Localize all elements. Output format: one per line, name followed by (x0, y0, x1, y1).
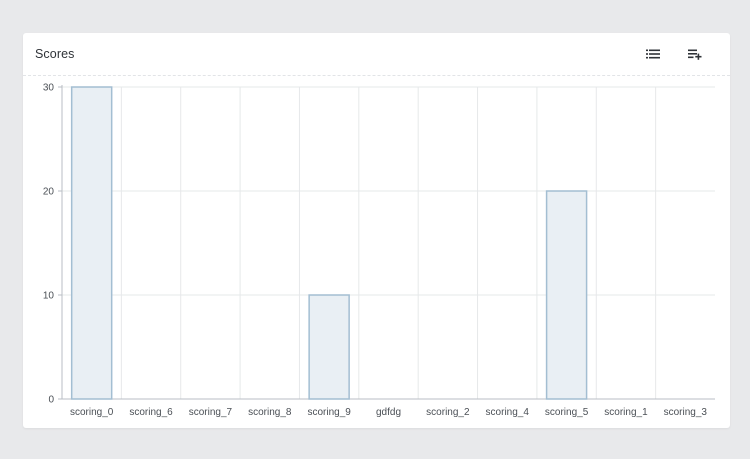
list-icon (646, 49, 660, 59)
bar-scoring_0 (70, 86, 113, 400)
x-tick-label: scoring_5 (545, 407, 589, 418)
x-tick-label: scoring_9 (307, 407, 351, 418)
scores-card: Scores 0 10 20 30 scoring_0 scoring_6 scoring_… (23, 33, 730, 428)
x-tick-label: scoring_6 (129, 407, 173, 418)
bar-scoring_5 (545, 190, 588, 400)
add-to-list-button[interactable] (684, 45, 706, 63)
list-view-button[interactable] (642, 45, 664, 63)
x-tick-label: scoring_3 (664, 407, 708, 418)
y-tick-label: 20 (43, 187, 55, 198)
x-tick-label: scoring_8 (248, 407, 292, 418)
y-tick-label: 10 (43, 291, 55, 302)
y-tick-label: 0 (48, 395, 54, 406)
card-title: Scores (35, 47, 75, 61)
scores-bar-chart: 0 10 20 30 scoring_0 scoring_6 scoring_7 scorin… (43, 83, 715, 418)
bar-scoring_9 (308, 294, 350, 400)
x-tick-label: scoring_0 (70, 407, 114, 418)
x-tick-label: scoring_7 (189, 407, 233, 418)
x-tick-label: gdfdg (376, 407, 401, 418)
y-tick-label: 30 (43, 83, 55, 94)
card-header: Scores (23, 33, 730, 76)
x-tick-label: scoring_2 (426, 407, 470, 418)
x-tick-label: scoring_1 (604, 407, 648, 418)
x-tick-label: scoring_4 (486, 407, 530, 418)
playlist-add-icon (688, 49, 702, 60)
